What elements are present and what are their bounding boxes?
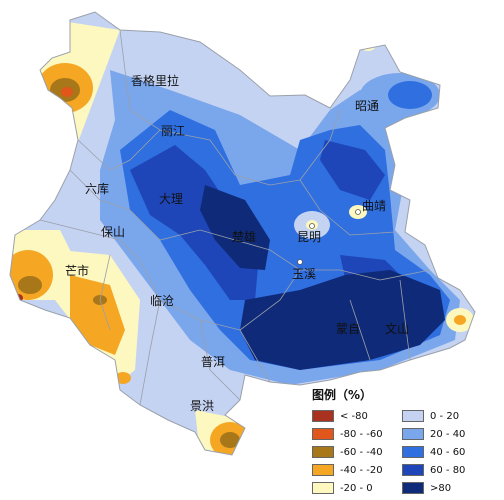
city-label-wenshan: 文山 — [385, 322, 410, 336]
city-dot-qujing — [355, 209, 361, 215]
city-label-xianggelila: 香格里拉 — [131, 74, 180, 88]
city-label-yuxi: 玉溪 — [292, 267, 317, 281]
legend-item: 40 - 60 — [402, 444, 465, 460]
legend-swatch — [312, 428, 334, 440]
legend-label: >80 — [430, 482, 452, 494]
city-label-mangshi: 芒市 — [65, 264, 90, 278]
city-label-lijiang: 丽江 — [161, 124, 186, 138]
city-label-chuxiong: 楚雄 — [232, 230, 257, 244]
map-legend: 图例（%） < -80 -80 - -60 -60 - -40 -40 - -2… — [306, 386, 496, 496]
legend-label: -20 - 0 — [340, 482, 373, 494]
legend-title: 图例（%） — [312, 388, 373, 402]
legend-label: -40 - -20 — [340, 464, 383, 476]
legend-swatch — [402, 410, 424, 422]
legend-item: -20 - 0 — [312, 480, 373, 496]
city-markers — [297, 209, 361, 265]
city-label-qujing: 曲靖 — [362, 199, 387, 213]
city-label-jinghong: 景洪 — [190, 399, 215, 413]
legend-label: 60 - 80 — [430, 464, 466, 476]
legend-label: 40 - 60 — [430, 446, 466, 458]
legend-swatch — [402, 446, 424, 458]
legend-item: -80 - -60 — [312, 426, 383, 442]
legend-item: -40 - -20 — [312, 462, 383, 478]
city-label-kunming: 昆明 — [297, 230, 322, 244]
legend-swatch — [402, 464, 424, 476]
legend-item: 20 - 40 — [402, 426, 465, 442]
legend-item: 0 - 20 — [402, 408, 459, 424]
legend-item: 60 - 80 — [402, 462, 465, 478]
legend-label: -60 - -40 — [340, 446, 383, 458]
legend-swatch — [402, 482, 424, 494]
city-dot-kunming — [309, 223, 315, 229]
legend-swatch — [402, 428, 424, 440]
prefecture-boundaries — [39, 29, 431, 406]
legend-swatch — [312, 410, 334, 422]
legend-label: -80 - -60 — [340, 428, 383, 440]
city-label-mengzi: 蒙自 — [336, 322, 361, 336]
legend-item: < -80 — [312, 408, 368, 424]
legend-swatch — [312, 464, 334, 476]
city-label-liuku: 六库 — [85, 182, 110, 196]
city-label-puer: 普洱 — [201, 355, 226, 369]
legend-label: 0 - 20 — [430, 410, 460, 422]
legend-label: 20 - 40 — [430, 428, 466, 440]
city-dot-yuxi — [297, 259, 303, 265]
legend-item: >80 — [402, 480, 451, 496]
city-label-zhaotong: 昭通 — [355, 99, 380, 113]
legend-item: -60 - -40 — [312, 444, 383, 460]
city-label-dali: 大理 — [159, 192, 184, 206]
city-label-baoshan: 保山 — [101, 225, 126, 239]
legend-label: < -80 — [340, 410, 368, 422]
city-label-lincang: 临沧 — [150, 294, 175, 308]
legend-swatch — [312, 446, 334, 458]
legend-swatch — [312, 482, 334, 494]
